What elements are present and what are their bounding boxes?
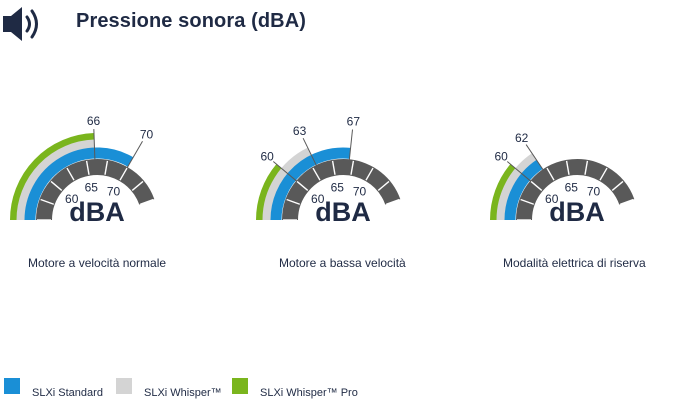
dial-tick	[520, 198, 535, 205]
series-arc-whisper	[16, 139, 95, 221]
gauge-caption-electric-backup: Modalità elettrica di riserva	[503, 256, 646, 270]
gauge-caption-normal-speed: Motore a velocità normale	[28, 256, 167, 270]
page-title: Pressione sonora (dBA)	[76, 10, 307, 32]
dial-tick	[584, 160, 589, 175]
callout-line	[93, 129, 96, 161]
dial-tick	[104, 160, 109, 175]
scale-tick-label: 70	[353, 184, 367, 198]
dial-tick	[619, 198, 634, 205]
dial-tick	[85, 160, 90, 175]
callout-line	[126, 140, 143, 169]
dial-tick	[119, 167, 128, 181]
scale-tick-label: 60	[65, 192, 79, 206]
dial-tick	[66, 167, 75, 181]
gauge-chart-low-speed: 60 65 70 dBA 67 63 60	[246, 90, 446, 290]
series-arc-whisper	[262, 147, 312, 221]
dial-tick	[530, 180, 543, 191]
dial-tick	[377, 180, 390, 191]
series-arc-standard	[504, 159, 543, 221]
scale-tick-label: 65	[565, 181, 579, 195]
scale-tick-label: 70	[587, 184, 601, 198]
series-arc-standard	[270, 147, 351, 221]
scale-tick-label: 65	[85, 181, 99, 195]
gauge-chart-normal-speed: 60 65 70 dBA 70 66	[0, 90, 200, 290]
scale-tick-label: 70	[107, 184, 121, 198]
scale-tick-label: 65	[331, 181, 345, 195]
dial-tick	[599, 167, 608, 181]
dial-tick	[331, 160, 336, 175]
header: Pressione sonora (dBA)	[0, 0, 681, 50]
callout-value-label: 62	[515, 131, 529, 145]
dial-tick	[365, 167, 374, 181]
unit-label: dBA	[549, 197, 605, 227]
series-arc-whisper-pro	[490, 164, 517, 221]
legend-label: SLXi Whisper™ Pro	[260, 387, 358, 399]
scale-tick-label: 60	[311, 192, 325, 206]
dial-tick	[50, 180, 63, 191]
series-arc-whisper-pro	[10, 133, 95, 221]
callout-value-label: 60	[494, 149, 508, 163]
unit-label: dBA	[315, 197, 371, 227]
dial-tick	[565, 160, 570, 175]
dial-tick	[611, 180, 624, 191]
callout-line	[506, 161, 532, 182]
dial-tick	[139, 198, 154, 205]
callout-line	[525, 144, 544, 171]
dial-tick	[40, 198, 55, 205]
callout-value-label: 60	[260, 149, 274, 163]
dial-tick	[131, 180, 144, 191]
dial-tick	[312, 167, 321, 181]
legend-swatch-whisper-pro	[232, 378, 248, 394]
gauge-chart-electric-backup: 60 65 70 dBA 62 60	[480, 90, 680, 290]
callout-value-label: 67	[347, 115, 361, 129]
legend-label: SLXi Whisper™	[144, 387, 222, 399]
scale-tick-label: 60	[545, 192, 559, 206]
callout-line	[302, 137, 318, 167]
speaker-volume-icon	[0, 2, 46, 51]
callout-value-label: 63	[293, 124, 307, 138]
series-arc-whisper	[496, 153, 538, 221]
callout-line	[348, 129, 354, 161]
dial-tick	[286, 198, 301, 205]
legend-label: SLXi Standard	[32, 387, 103, 399]
legend-swatch-standard	[4, 378, 20, 394]
dial-tick	[296, 180, 309, 191]
dial-tick	[385, 198, 400, 205]
callout-value-label: 66	[87, 114, 101, 128]
unit-label: dBA	[69, 197, 125, 227]
gauge-caption-low-speed: Motore a bassa velocità	[279, 256, 406, 270]
legend: SLXi Standard SLXi Whisper™ SLXi Whisper…	[0, 376, 681, 402]
series-arc-standard	[24, 147, 134, 221]
series-arc-whisper-pro	[256, 164, 283, 221]
callout-value-label: 70	[140, 127, 154, 141]
callout-line	[272, 161, 298, 182]
dial-tick	[350, 160, 355, 175]
dial-tick	[546, 167, 555, 181]
legend-swatch-whisper	[116, 378, 132, 394]
